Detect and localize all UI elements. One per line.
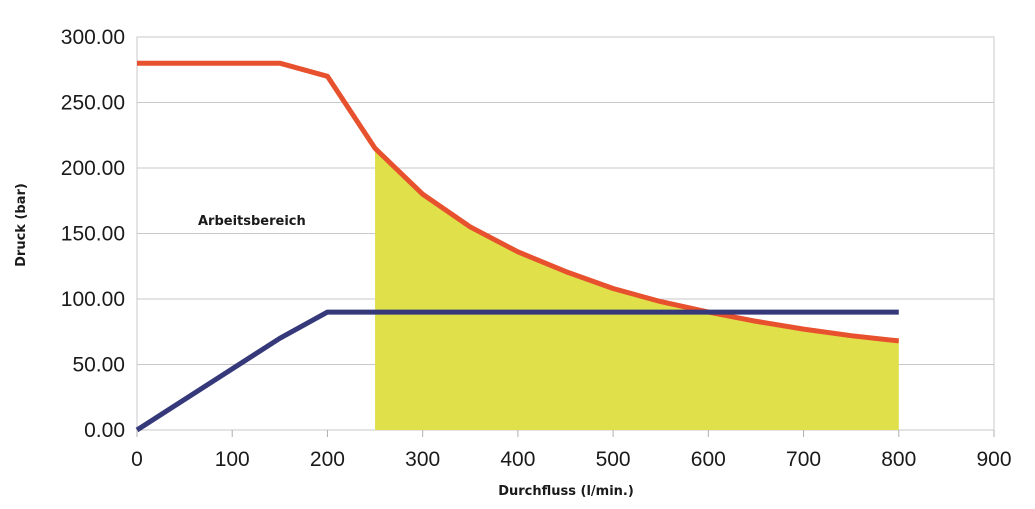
y-tick-label: 100.00: [61, 288, 125, 311]
x-tick-label: 400: [500, 448, 535, 471]
fill-layer: [375, 148, 899, 430]
series-line-pressure-limit: [137, 60, 900, 344]
x-tick-label: 100: [215, 448, 250, 471]
y-tick-label: 150.00: [61, 223, 125, 246]
series-line-operating: [135, 309, 899, 433]
series-layer: [135, 60, 900, 433]
x-tick-label: 600: [691, 448, 726, 471]
x-tick-label: 500: [596, 448, 631, 471]
x-tick-label: 300: [405, 448, 440, 471]
y-tick-label: 0.00: [84, 419, 125, 442]
y-tick-label: 50.00: [72, 354, 125, 377]
x-tick-label: 200: [310, 448, 345, 471]
y-axis-title: Druck (bar): [14, 183, 29, 267]
x-tick-label: 800: [881, 448, 916, 471]
y-tick-label: 250.00: [61, 92, 125, 115]
axes: 0.00 50.00 100.00 150.00 200.00 250.00 300.00 0…: [61, 26, 1012, 471]
annotation-arbeitsbereich: Arbeitsbereich: [198, 214, 306, 229]
x-axis-title: Durchfluss (l/min.): [498, 484, 634, 499]
working-range-fill: [375, 148, 899, 430]
y-tick-label: 200.00: [61, 157, 125, 180]
x-tick-label: 0: [131, 448, 143, 471]
y-tick-label: 300.00: [61, 26, 125, 49]
x-tick-label: 700: [786, 448, 821, 471]
x-tick-label: 900: [976, 448, 1011, 471]
